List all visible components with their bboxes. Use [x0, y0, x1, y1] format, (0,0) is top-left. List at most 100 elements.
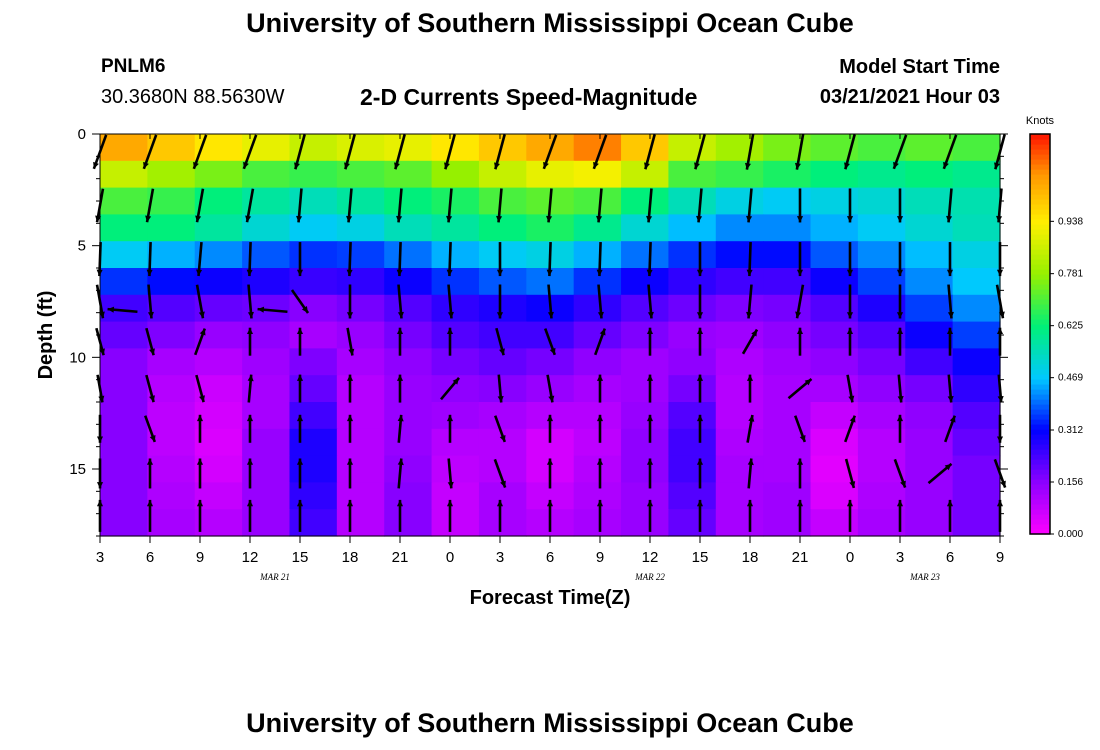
- heatmap-cell: [336, 321, 385, 349]
- current-vector: [996, 242, 1004, 277]
- colorbar-segment: [1030, 294, 1050, 300]
- heatmap-cell: [336, 348, 385, 376]
- heatmap-cell: [336, 375, 385, 403]
- heatmap-cell: [478, 321, 527, 349]
- heatmap-cell: [763, 402, 812, 430]
- heatmap-cell: [573, 187, 622, 215]
- heatmap-cell: [621, 428, 670, 457]
- colorbar-segment: [1030, 329, 1050, 335]
- x-tick-label: 6: [146, 549, 154, 566]
- heatmap-cell: [478, 482, 527, 510]
- heatmap-cell: [194, 241, 243, 269]
- heatmap-cell: [763, 187, 812, 215]
- current-vector: [242, 134, 258, 170]
- heatmap-cell: [905, 348, 954, 376]
- current-vector: [846, 374, 855, 403]
- colorbar-segment: [1030, 349, 1050, 355]
- current-vector: [145, 374, 155, 403]
- colorbar-segment: [1030, 249, 1050, 255]
- heatmap-cell: [857, 509, 906, 537]
- heatmap-cell: [100, 455, 148, 483]
- current-vector: [95, 327, 105, 356]
- heatmap-cell: [857, 402, 906, 430]
- x-tick-label: 21: [792, 549, 809, 566]
- colorbar-segment: [1030, 359, 1050, 365]
- current-vector: [440, 377, 460, 401]
- colorbar-segment: [1030, 179, 1050, 185]
- heatmap-cell: [526, 348, 575, 376]
- current-vector: [794, 133, 805, 170]
- colorbar-segment: [1030, 189, 1050, 195]
- heatmap-cell: [763, 321, 812, 349]
- heatmap-cell: [431, 321, 480, 349]
- current-vector: [546, 414, 554, 443]
- x-tick-label: 18: [742, 549, 759, 566]
- current-vector: [195, 188, 205, 223]
- heatmap-cell: [431, 375, 480, 403]
- heatmap-cell: [857, 187, 906, 215]
- current-vector: [296, 374, 304, 403]
- colorbar-segment: [1030, 159, 1050, 165]
- heatmap-cell: [431, 509, 480, 537]
- current-vector: [146, 499, 154, 532]
- current-vector: [92, 134, 108, 170]
- current-vector: [597, 284, 604, 319]
- current-vector: [192, 134, 208, 170]
- colorbar-segment: [1030, 339, 1050, 345]
- current-vector: [696, 327, 704, 356]
- heatmap-cell: [952, 375, 1001, 403]
- heatmap-cell: [573, 455, 622, 483]
- current-vector: [596, 414, 604, 443]
- colorbar-segment: [1030, 399, 1050, 405]
- current-vector: [147, 284, 154, 319]
- heatmap-cell: [431, 160, 480, 189]
- heatmap-cell: [715, 402, 764, 430]
- heatmap-cell: [621, 187, 670, 215]
- current-vector: [696, 374, 704, 403]
- current-vector: [346, 327, 355, 356]
- current-vector: [546, 499, 554, 532]
- heatmap-cell: [431, 348, 480, 376]
- current-vector: [896, 414, 904, 443]
- heatmap-cell: [478, 187, 527, 215]
- page-title: University of Southern Mississippi Ocean…: [246, 8, 854, 38]
- x-tick-label: 12: [242, 549, 259, 566]
- heatmap-cell: [194, 428, 243, 457]
- colorbar-segment: [1030, 254, 1050, 260]
- current-vector: [444, 134, 456, 170]
- heatmap-cell: [763, 509, 812, 537]
- heatmap-cell: [336, 482, 385, 510]
- heatmap-cell: [384, 482, 433, 510]
- colorbar-segment: [1030, 404, 1050, 410]
- colorbar-segment: [1030, 354, 1050, 360]
- current-vector: [896, 188, 904, 223]
- heatmap-cell: [715, 375, 764, 403]
- current-vector: [396, 242, 403, 277]
- x-tick-label: 15: [292, 549, 309, 566]
- heatmap-cell: [431, 268, 480, 296]
- current-vector: [793, 415, 807, 443]
- current-vector: [746, 374, 754, 403]
- heatmap-cell: [100, 134, 148, 162]
- heatmap-cell: [289, 241, 338, 269]
- current-vector: [646, 327, 654, 356]
- heatmap-cell: [621, 348, 670, 376]
- current-vector: [196, 458, 204, 489]
- heatmap-cell: [715, 428, 764, 457]
- current-vector: [744, 133, 755, 170]
- current-vector: [496, 499, 504, 532]
- heatmap-cell: [478, 428, 527, 457]
- colorbar-segment: [1030, 244, 1050, 250]
- current-vector: [846, 499, 854, 532]
- heatmap-cell: [763, 241, 812, 269]
- heatmap-cell: [857, 268, 906, 296]
- colorbar-segment: [1030, 279, 1050, 285]
- heatmap-cell: [668, 187, 717, 215]
- heatmap-cell: [384, 428, 433, 457]
- current-vector: [346, 499, 354, 532]
- heatmap-cell: [573, 160, 622, 189]
- heatmap-cell: [147, 482, 196, 510]
- heatmap-cell: [668, 509, 717, 537]
- current-vector: [296, 458, 304, 489]
- x-axis-label: Forecast Time(Z): [470, 587, 631, 609]
